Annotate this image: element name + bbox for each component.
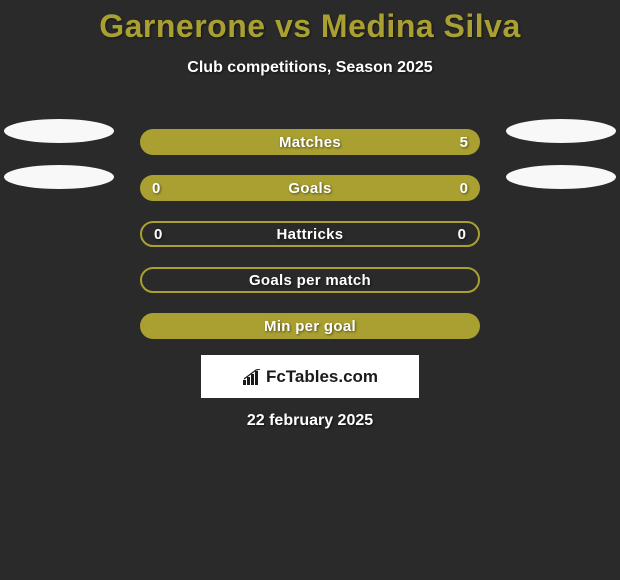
logo-text: FcTables.com xyxy=(242,367,378,387)
stat-label: Hattricks xyxy=(277,226,344,243)
stat-row: 0 Hattricks 0 xyxy=(0,211,620,257)
date-text: 22 february 2025 xyxy=(0,412,620,430)
stat-label: Goals per match xyxy=(249,272,371,289)
stat-value-right: 0 xyxy=(458,226,466,243)
stat-row: Goals per match xyxy=(0,257,620,303)
stat-row: Min per goal xyxy=(0,303,620,349)
stat-row: Matches 5 xyxy=(0,119,620,165)
stat-bar: 0 Goals 0 xyxy=(140,175,480,201)
stat-value-left: 0 xyxy=(154,226,162,243)
stat-label: Goals xyxy=(288,180,331,197)
player2-ellipse xyxy=(506,165,616,189)
subtitle: Club competitions, Season 2025 xyxy=(0,59,620,77)
stat-bar: Matches 5 xyxy=(140,129,480,155)
stat-bar: 0 Hattricks 0 xyxy=(140,221,480,247)
logo-label: FcTables.com xyxy=(266,367,378,387)
logo-box: FcTables.com xyxy=(201,355,419,398)
player2-name: Medina Silva xyxy=(321,8,521,44)
vs-text: vs xyxy=(266,8,321,44)
player1-ellipse xyxy=(4,165,114,189)
stat-row: 0 Goals 0 xyxy=(0,165,620,211)
stat-bar: Goals per match xyxy=(140,267,480,293)
chart-icon xyxy=(242,369,262,385)
stat-bar: Min per goal xyxy=(140,313,480,339)
stat-value-left: 0 xyxy=(152,180,160,197)
player1-ellipse xyxy=(4,119,114,143)
stats-area: Matches 5 0 Goals 0 0 Hattricks 0 Goals per matc… xyxy=(0,119,620,349)
stat-label: Matches xyxy=(279,134,341,151)
player1-name: Garnerone xyxy=(99,8,265,44)
stat-value-right: 0 xyxy=(460,180,468,197)
player2-ellipse xyxy=(506,119,616,143)
stat-value-right: 5 xyxy=(460,134,468,151)
stat-label: Min per goal xyxy=(264,318,356,335)
comparison-title: Garnerone vs Medina Silva xyxy=(0,8,620,45)
